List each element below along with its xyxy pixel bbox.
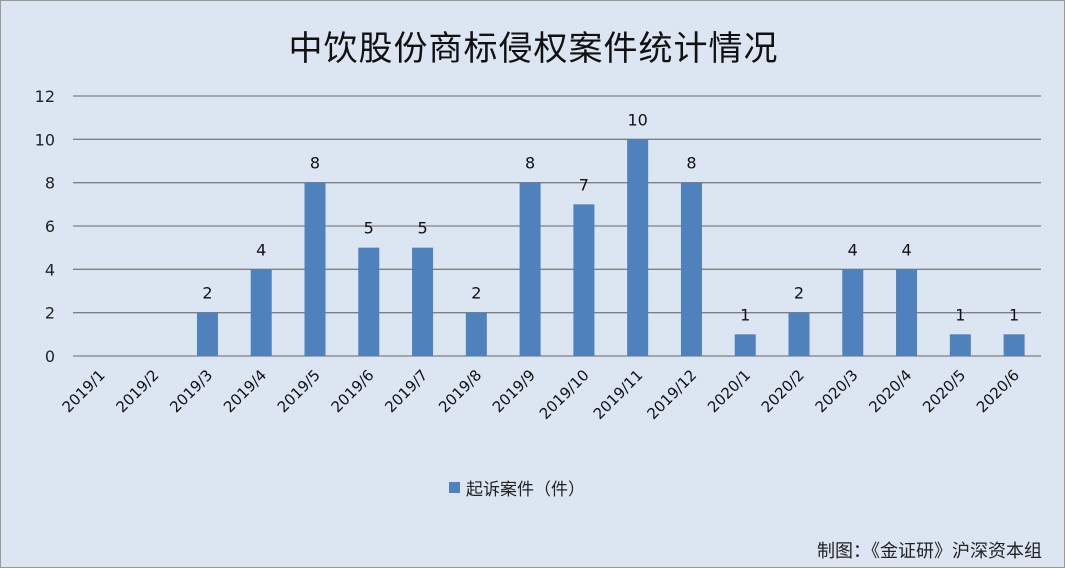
y-tick-label: 10 (35, 130, 55, 149)
x-tick-label: 2019/3 (166, 366, 216, 416)
x-tick-label: 2019/11 (590, 366, 647, 423)
bar (250, 269, 272, 356)
data-label: 4 (901, 240, 911, 259)
y-tick-label: 4 (45, 260, 55, 279)
bar (734, 334, 756, 356)
x-tick-label: 2019/2 (112, 366, 162, 416)
bar (519, 182, 541, 356)
legend: 起诉案件（件） (449, 475, 585, 500)
x-tick-label: 2020/1 (704, 366, 754, 416)
x-tick-label: 2019/6 (328, 366, 378, 416)
credit-text: 制图：《金证研》沪深资本组 (817, 541, 1042, 562)
bar (465, 312, 487, 356)
y-tick-label: 0 (45, 347, 55, 366)
x-tick-label: 2019/1 (59, 366, 109, 416)
y-tick-label: 12 (35, 87, 55, 106)
data-label: 4 (848, 240, 858, 259)
x-tick-label: 2019/10 (536, 366, 593, 423)
x-tick-label: 2020/2 (758, 366, 808, 416)
bar (842, 269, 864, 356)
bar (680, 182, 702, 356)
data-label: 1 (955, 305, 965, 324)
bar (627, 139, 649, 356)
bar (573, 204, 595, 356)
data-label: 4 (256, 240, 266, 259)
data-label: 8 (686, 154, 696, 173)
x-tick-label: 2019/8 (435, 366, 485, 416)
bar (196, 312, 218, 356)
data-label: 2 (202, 284, 212, 303)
data-label: 2 (794, 284, 804, 303)
data-label: 1 (740, 305, 750, 324)
x-tick-label: 2020/4 (865, 366, 915, 416)
data-label: 8 (310, 154, 320, 173)
y-tick-label: 2 (45, 304, 55, 323)
x-tick-label: 2019/9 (489, 366, 539, 416)
bar (304, 182, 326, 356)
y-tick-label: 6 (45, 217, 55, 236)
x-tick-label: 2019/7 (381, 366, 431, 416)
x-tick-label: 2020/5 (919, 366, 969, 416)
bar (788, 312, 810, 356)
y-tick-label: 8 (45, 174, 55, 193)
bar (949, 334, 971, 356)
x-tick-label: 2019/4 (220, 366, 270, 416)
data-label: 2 (471, 284, 481, 303)
data-label: 1 (1009, 305, 1019, 324)
bar (358, 247, 380, 356)
bar (1003, 334, 1025, 356)
legend-label: 起诉案件（件） (466, 480, 585, 500)
data-label: 10 (627, 110, 647, 129)
x-tick-label: 2019/5 (274, 366, 324, 416)
bar (412, 247, 434, 356)
chart-title: 中饮股份商标侵权案件统计情况 (288, 29, 779, 69)
x-tick-label: 2020/6 (973, 366, 1023, 416)
bar (896, 269, 918, 356)
data-label: 8 (525, 154, 535, 173)
legend-swatch (449, 482, 460, 493)
data-label: 5 (364, 219, 374, 238)
data-label: 5 (417, 219, 427, 238)
data-label: 7 (579, 175, 589, 194)
x-tick-label: 2020/3 (812, 366, 862, 416)
x-tick-label: 2019/12 (643, 366, 700, 423)
